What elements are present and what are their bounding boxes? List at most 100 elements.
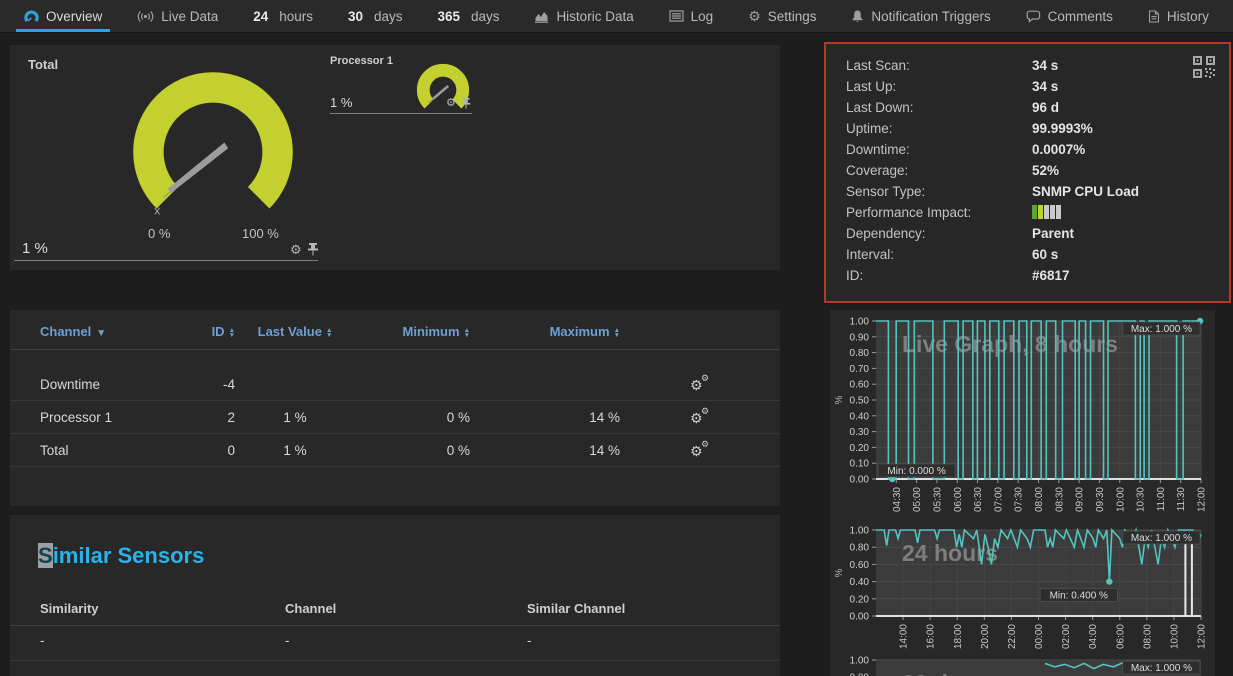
column-header-channel[interactable]: Channel ▼	[40, 324, 107, 339]
info-label: Coverage:	[846, 163, 909, 178]
svg-text:0.60: 0.60	[850, 560, 870, 571]
svg-text:06:30: 06:30	[973, 487, 984, 512]
gear-icon[interactable]: ⚙	[290, 242, 302, 257]
gauge-needle	[167, 142, 229, 193]
svg-text:0.80: 0.80	[850, 348, 870, 359]
top-nav: Overview Live Data 24 hours 30 days 365 days His…	[0, 0, 1233, 33]
svg-text:0.90: 0.90	[850, 332, 870, 343]
tab-live-data[interactable]: Live Data	[129, 0, 226, 32]
cell: Processor 1	[40, 409, 113, 425]
svg-text:11:00: 11:00	[1156, 487, 1167, 512]
svg-text:0.60: 0.60	[850, 380, 870, 391]
tab-label: days	[470, 8, 500, 24]
channel-row-downtime: Downtime -4 ⚙ ⚙	[10, 368, 780, 401]
tab-label: hours	[279, 8, 313, 24]
info-label: ID:	[846, 268, 864, 283]
channel-settings-icon[interactable]: ⚙ ⚙	[690, 406, 710, 426]
channel-settings-icon[interactable]: ⚙ ⚙	[690, 439, 710, 459]
similar-table-header: Similarity Channel Similar Channel	[10, 601, 780, 626]
live-graph-8-hours-chart[interactable]: 0.00 0.10 0.20 0.30 0.40 0.50 0.60 0.70 0.80 0.90…	[830, 316, 1215, 521]
info-row: Dependency: Parent	[846, 226, 1215, 246]
tab-notification-triggers[interactable]: Notification Triggers	[843, 0, 998, 32]
info-row: Performance Impact:	[846, 205, 1215, 225]
tab-comments[interactable]: Comments	[1018, 0, 1121, 32]
tab-settings[interactable]: ⚙ Settings	[740, 0, 824, 32]
processor1-gauge-title: Processor 1	[330, 55, 393, 67]
bell-icon	[851, 10, 864, 23]
svg-text:0.20: 0.20	[850, 443, 870, 454]
info-row: Interval: 60 s	[846, 247, 1215, 267]
tab-log[interactable]: Log	[661, 0, 722, 32]
comment-icon	[1026, 10, 1041, 23]
pin-icon[interactable]	[461, 98, 471, 109]
24-hours-chart[interactable]: 0.00 0.20 0.40 0.60 0.80 1.00 14:00 16:00 18:00 2…	[830, 525, 1215, 650]
svg-text:11:30: 11:30	[1176, 487, 1187, 512]
info-row: Last Down: 96 d	[846, 100, 1215, 120]
svg-text:Min: 0.400 %: Min: 0.400 %	[1050, 591, 1108, 602]
tab-label: History	[1166, 8, 1209, 24]
svg-text:0.40: 0.40	[850, 577, 870, 588]
tab-overview[interactable]: Overview	[16, 0, 110, 32]
tab-label: Overview	[46, 8, 103, 24]
log-icon	[669, 10, 684, 22]
gauge-mean-marker: x̄	[154, 204, 161, 218]
svg-text:0.10: 0.10	[850, 459, 870, 470]
column-header-id[interactable]: ID ▲ ▼	[211, 324, 235, 339]
tab-365-days[interactable]: 365 days	[429, 0, 507, 32]
30-days-chart[interactable]: 0.000.200.400.600.801.00%30 daysMax: 1.0…	[830, 655, 1215, 676]
svg-text:0.20: 0.20	[850, 594, 870, 605]
column-header-minimum[interactable]: Minimum ▲ ▼	[402, 324, 471, 339]
total-gauge[interactable]: x̄	[118, 57, 308, 247]
tab-label: Live Data	[161, 8, 219, 24]
channel-settings-icon[interactable]: ⚙ ⚙	[690, 373, 710, 393]
column-header-maximum[interactable]: Maximum ▲ ▼	[549, 324, 620, 339]
tab-number: 24	[253, 8, 269, 24]
svg-text:16:00: 16:00	[926, 624, 937, 649]
tab-historic-data[interactable]: Historic Data	[526, 0, 641, 32]
info-label: Last Up:	[846, 79, 897, 94]
processor1-gauge-value: 1 %	[330, 95, 353, 110]
cell: 1 %	[283, 409, 307, 425]
info-value: 34 s	[1032, 58, 1059, 73]
processor1-gauge[interactable]	[414, 61, 472, 119]
info-value: 34 s	[1032, 79, 1059, 94]
total-gauge-underline	[14, 260, 318, 261]
tab-number: 30	[347, 8, 363, 24]
svg-text:18:00: 18:00	[953, 624, 964, 649]
text-selection-highlight: S	[38, 543, 53, 568]
svg-text:Max: 1.000 %: Max: 1.000 %	[1131, 663, 1192, 674]
svg-text:08:00: 08:00	[1142, 624, 1153, 649]
svg-text:12:00: 12:00	[1197, 624, 1208, 649]
svg-text:Live Graph, 8 hours: Live Graph, 8 hours	[902, 331, 1118, 357]
info-label: Last Scan:	[846, 58, 910, 73]
gear-icon[interactable]: ⚙	[446, 97, 456, 109]
cell: -	[285, 633, 290, 648]
gauges-panel: Total x̄ 0 % 100 % 1 % ⚙ Processor 1 1 %	[10, 45, 780, 270]
cell: Total	[40, 442, 69, 458]
svg-text:0.80: 0.80	[850, 543, 870, 554]
svg-text:0.80: 0.80	[850, 673, 870, 676]
cell: 0 %	[446, 442, 470, 458]
cell: -4	[222, 376, 235, 392]
svg-text:0.40: 0.40	[850, 411, 870, 422]
svg-text:%: %	[834, 395, 845, 404]
tab-30-days[interactable]: 30 days	[340, 0, 411, 32]
svg-text:Max: 1.000 %: Max: 1.000 %	[1131, 533, 1192, 544]
svg-text:10:30: 10:30	[1136, 487, 1147, 512]
column-header-last-value[interactable]: Last Value ▲ ▼	[257, 324, 333, 339]
qr-code-icon[interactable]	[1193, 56, 1215, 78]
tab-number: 365	[437, 8, 460, 24]
info-label: Downtime:	[846, 142, 910, 157]
svg-text:06:00: 06:00	[953, 487, 964, 512]
cell: -	[40, 633, 45, 648]
tab-history[interactable]: History	[1140, 0, 1217, 32]
info-label: Last Down:	[846, 100, 914, 115]
performance-impact-bars	[1032, 205, 1061, 219]
svg-text:00:00: 00:00	[1034, 624, 1045, 649]
info-label: Uptime:	[846, 121, 893, 136]
sort-icon: ▲ ▼	[463, 326, 470, 339]
tab-24-hours[interactable]: 24 hours	[245, 0, 321, 32]
pin-icon[interactable]	[307, 243, 319, 256]
svg-text:08:00: 08:00	[1034, 487, 1045, 512]
